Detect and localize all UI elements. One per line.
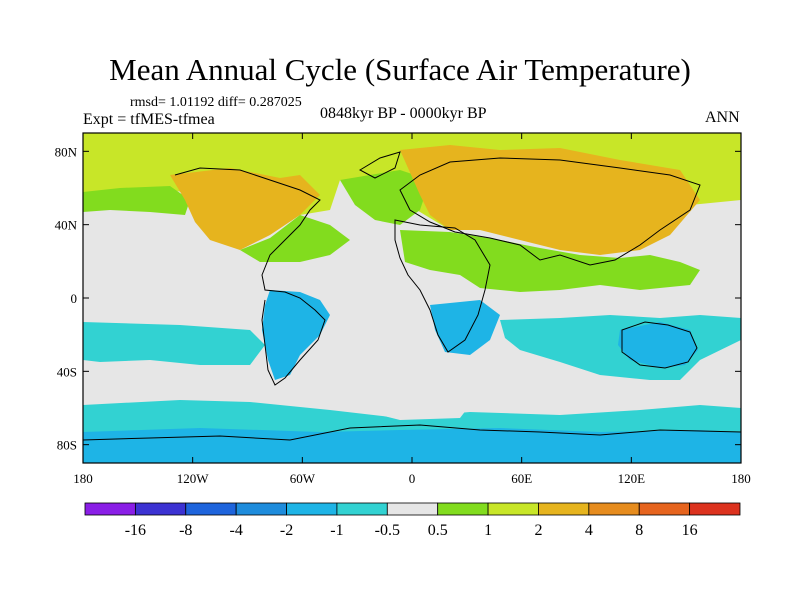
colorbar-label: 0.5 (428, 522, 448, 539)
colorbar-swatch (487, 502, 539, 516)
australia-cool (618, 322, 698, 368)
lon-tick-label: 180 (73, 471, 93, 486)
colorbar-swatch (185, 502, 237, 516)
colorbar-swatch (638, 502, 691, 516)
lon-tick-label: 120E (618, 471, 646, 486)
colorbar-label: -16 (125, 522, 146, 539)
north-america-warm (170, 168, 320, 250)
lon-tick-label: 0 (409, 471, 416, 486)
axis-ticks: 180 120W 60W 0 60E 120E 180 80N 40N 0 40S 80S (55, 133, 751, 486)
colorbar-label: -4 (229, 522, 242, 539)
lon-tick-label: 120W (177, 471, 210, 486)
colorbar-swatch (84, 502, 136, 516)
north-pacific-region (83, 186, 190, 215)
colorbar-swatch (588, 502, 640, 516)
lat-tick-label: 40N (55, 218, 78, 233)
lat-tick-label: 80S (57, 438, 77, 453)
colorbar-label: 8 (635, 522, 643, 539)
colorbar-label: 2 (534, 522, 542, 539)
field-layer (83, 133, 741, 463)
southern-ocean-neutral-gap (360, 402, 470, 420)
south-pacific-cool-band (83, 322, 265, 365)
americas-coastline (174, 167, 326, 386)
north-america-south-band (195, 215, 350, 262)
colorbar-label: -8 (179, 522, 192, 539)
colorbar-label: 4 (585, 522, 593, 539)
south-america-cool (262, 290, 330, 380)
southern-africa-cool (430, 300, 500, 355)
colorbar-swatch (386, 502, 439, 516)
lon-tick-label: 60W (290, 471, 316, 486)
map-title: Mean Annual Cycle (Surface Air Temperatu… (109, 52, 691, 87)
antarctica-coastline (83, 424, 741, 441)
colorbar-label: 16 (682, 522, 698, 539)
colorbar-label: -1 (330, 522, 343, 539)
antarctica-cool (83, 428, 741, 463)
colorbar-label: -0.5 (375, 522, 400, 539)
colorbar-label: -2 (280, 522, 293, 539)
lat-tick-label: 80N (55, 144, 78, 159)
lat-tick-label: 0 (71, 291, 78, 306)
lat-tick-label: 40S (57, 364, 77, 379)
greenland-coastline (358, 151, 401, 179)
coastlines (83, 151, 741, 441)
eurasia-coastline (399, 157, 701, 266)
colorbar-swatch (134, 502, 187, 516)
north-atlantic-region (340, 170, 430, 225)
colorbar-swatch (286, 502, 338, 516)
tropical-warm-band (400, 230, 700, 292)
colorbar-swatch (437, 502, 489, 516)
australia-coastline (621, 321, 698, 369)
tropical-pacific-neutral (560, 290, 741, 320)
lon-tick-label: 60E (511, 471, 532, 486)
colorbar-swatch (689, 502, 741, 516)
colorbar: -16 -8 -4 -2 -1 -0.5 0.5 1 2 4 8 16 (84, 502, 741, 539)
experiment-label: Expt = tfMES-tfmea (83, 111, 215, 128)
colorbar-label: 1 (484, 522, 492, 539)
lon-tick-label: 180 (731, 471, 751, 486)
season-label: ANN (705, 109, 740, 126)
colorbar-swatch (235, 502, 287, 516)
eurasia-warm-region (400, 145, 700, 255)
stats-text: rmsd= 1.01192 diff= 0.287025 (130, 95, 302, 110)
colorbar-swatch (336, 502, 388, 516)
period-label: 0848kyr BP - 0000kyr BP (320, 105, 487, 122)
colorbar-swatch (538, 502, 590, 516)
